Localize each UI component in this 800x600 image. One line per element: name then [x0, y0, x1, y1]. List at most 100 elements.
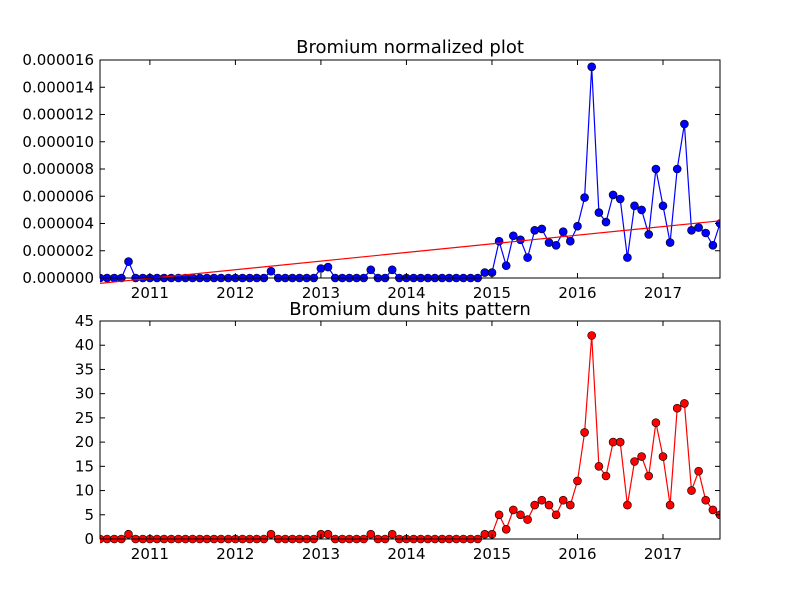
y-tick-label-0.000016: 0.000016	[22, 51, 94, 69]
data-point-2015-08	[537, 495, 547, 505]
data-point-2016-10	[637, 452, 646, 461]
data-point-2017-05	[687, 486, 696, 495]
x-tick-label-2017: 2017	[644, 284, 682, 302]
data-point-2016-03	[587, 331, 597, 340]
duns-hits-frame	[99, 320, 721, 540]
y-tick-label-0.000010: 0.000010	[22, 133, 94, 151]
data-point-2016-05	[601, 471, 611, 481]
y-tick-label-5: 5	[84, 506, 94, 524]
x-tick-label-2011: 2011	[131, 284, 169, 302]
data-point-2017-04	[680, 119, 689, 129]
x-tick-label-2015: 2015	[473, 545, 511, 563]
data-point-2013-11	[387, 265, 397, 275]
data-point-2016-02	[580, 193, 589, 202]
data-point-2015-05	[516, 510, 525, 520]
normalized-plot-frame	[99, 59, 721, 279]
x-tick-label-2015: 2015	[473, 284, 511, 302]
data-point-2017-07	[701, 495, 711, 505]
x-tick-label-2013: 2013	[302, 284, 340, 302]
data-point-2010-10	[124, 257, 133, 266]
data-point-2016-12	[651, 418, 661, 428]
data-point-2016-08	[623, 253, 632, 262]
data-point-2013-11	[387, 529, 397, 539]
data-point-2013-08	[366, 529, 376, 539]
data-point-2017-02	[665, 238, 675, 247]
data-point-2015-09	[544, 500, 554, 510]
duns-hits-axes: Bromium duns hits pattern 2011 2012 2013 20…	[75, 299, 721, 563]
duns-hits-ticks-layer: 2011 2012 2013 2014 2015 2016 2017 0 5 10 15 20 25 30…	[75, 312, 720, 563]
data-point-2015-03	[501, 261, 511, 271]
y-tick-label-0.000002: 0.000002	[22, 242, 94, 260]
data-point-2015-04	[508, 505, 518, 515]
normalized-plot-ticks-layer: 2011 2012 2013 2014 2015 2016 2017 0.000000 0.00…	[22, 51, 720, 302]
y-tick-label-25: 25	[75, 409, 94, 427]
data-point-2017-08	[708, 505, 718, 515]
data-point-2015-08	[537, 224, 547, 234]
data-point-2015-10	[551, 510, 561, 520]
y-tick-label-40: 40	[75, 336, 94, 354]
data-point-2016-04	[594, 208, 604, 217]
y-tick-label-15: 15	[75, 457, 94, 475]
data-point-2016-10	[637, 205, 646, 215]
x-tick-label-2016: 2016	[558, 284, 596, 302]
data-point-2017-06	[694, 466, 703, 476]
data-point-2015-02	[494, 236, 504, 246]
y-tick-label-0.000014: 0.000014	[22, 78, 94, 96]
data-point-2016-02	[580, 428, 589, 437]
y-tick-label-0.000006: 0.000006	[22, 187, 94, 205]
data-point-2017-05	[687, 226, 696, 235]
x-tick-label-2012: 2012	[216, 545, 254, 563]
y-tick-label-0: 0	[84, 530, 94, 548]
data-point-2016-04	[594, 461, 604, 471]
x-tick-label-2011: 2011	[131, 545, 169, 563]
y-tick-label-0.000012: 0.000012	[22, 106, 94, 124]
data-point-2010-10	[124, 529, 133, 539]
data-point-2015-12	[565, 236, 575, 246]
x-tick-label-2013: 2013	[302, 545, 340, 563]
y-tick-label-35: 35	[75, 360, 94, 378]
data-point-2017-02	[665, 500, 675, 510]
data-point-2015-10	[551, 241, 561, 250]
data-point-2015-06	[523, 515, 532, 524]
x-tick-label-2017: 2017	[644, 545, 682, 563]
data-point-2016-05	[601, 217, 611, 227]
data-point-2012-06	[266, 529, 276, 539]
x-tick-label-2012: 2012	[216, 284, 254, 302]
data-point-2016-12	[651, 164, 661, 174]
data-point-2013-02	[323, 529, 333, 539]
y-tick-label-0.000000: 0.000000	[22, 269, 94, 287]
data-point-2017-07	[701, 228, 711, 238]
y-tick-label-20: 20	[75, 433, 94, 451]
series-line-1	[100, 220, 720, 284]
data-point-2016-09	[630, 457, 639, 466]
data-point-2016-07	[615, 437, 625, 447]
data-point-2017-04	[680, 399, 689, 408]
data-point-2014-12	[480, 268, 490, 277]
x-tick-label-2014: 2014	[387, 545, 425, 563]
y-tick-label-0.000004: 0.000004	[22, 215, 94, 233]
duns-hits-title: Bromium duns hits pattern	[289, 299, 531, 320]
data-point-2017-06	[694, 223, 703, 232]
data-point-2015-07	[530, 500, 540, 510]
y-tick-label-30: 30	[75, 385, 94, 403]
data-point-2012-06	[266, 266, 276, 276]
x-tick-label-2016: 2016	[558, 545, 596, 563]
data-point-2015-03	[501, 524, 511, 534]
data-point-2016-08	[623, 500, 632, 510]
data-point-2015-09	[544, 238, 554, 247]
data-point-2017-08	[708, 241, 718, 250]
data-point-2016-09	[630, 201, 639, 211]
data-point-2013-08	[366, 265, 376, 275]
normalized-plot-axes: Bromium normalized plot 2011 2012 2013 2014…	[22, 37, 721, 302]
data-point-2017-03	[672, 403, 682, 413]
normalized-plot-title: Bromium normalized plot	[296, 37, 524, 58]
y-tick-label-0.000008: 0.000008	[22, 160, 94, 178]
data-point-2015-11	[558, 495, 568, 505]
y-tick-label-45: 45	[75, 312, 94, 330]
data-point-2015-12	[565, 500, 575, 510]
data-point-2017-01	[658, 452, 668, 461]
data-point-2013-02	[323, 262, 333, 272]
data-point-2016-01	[573, 221, 582, 231]
